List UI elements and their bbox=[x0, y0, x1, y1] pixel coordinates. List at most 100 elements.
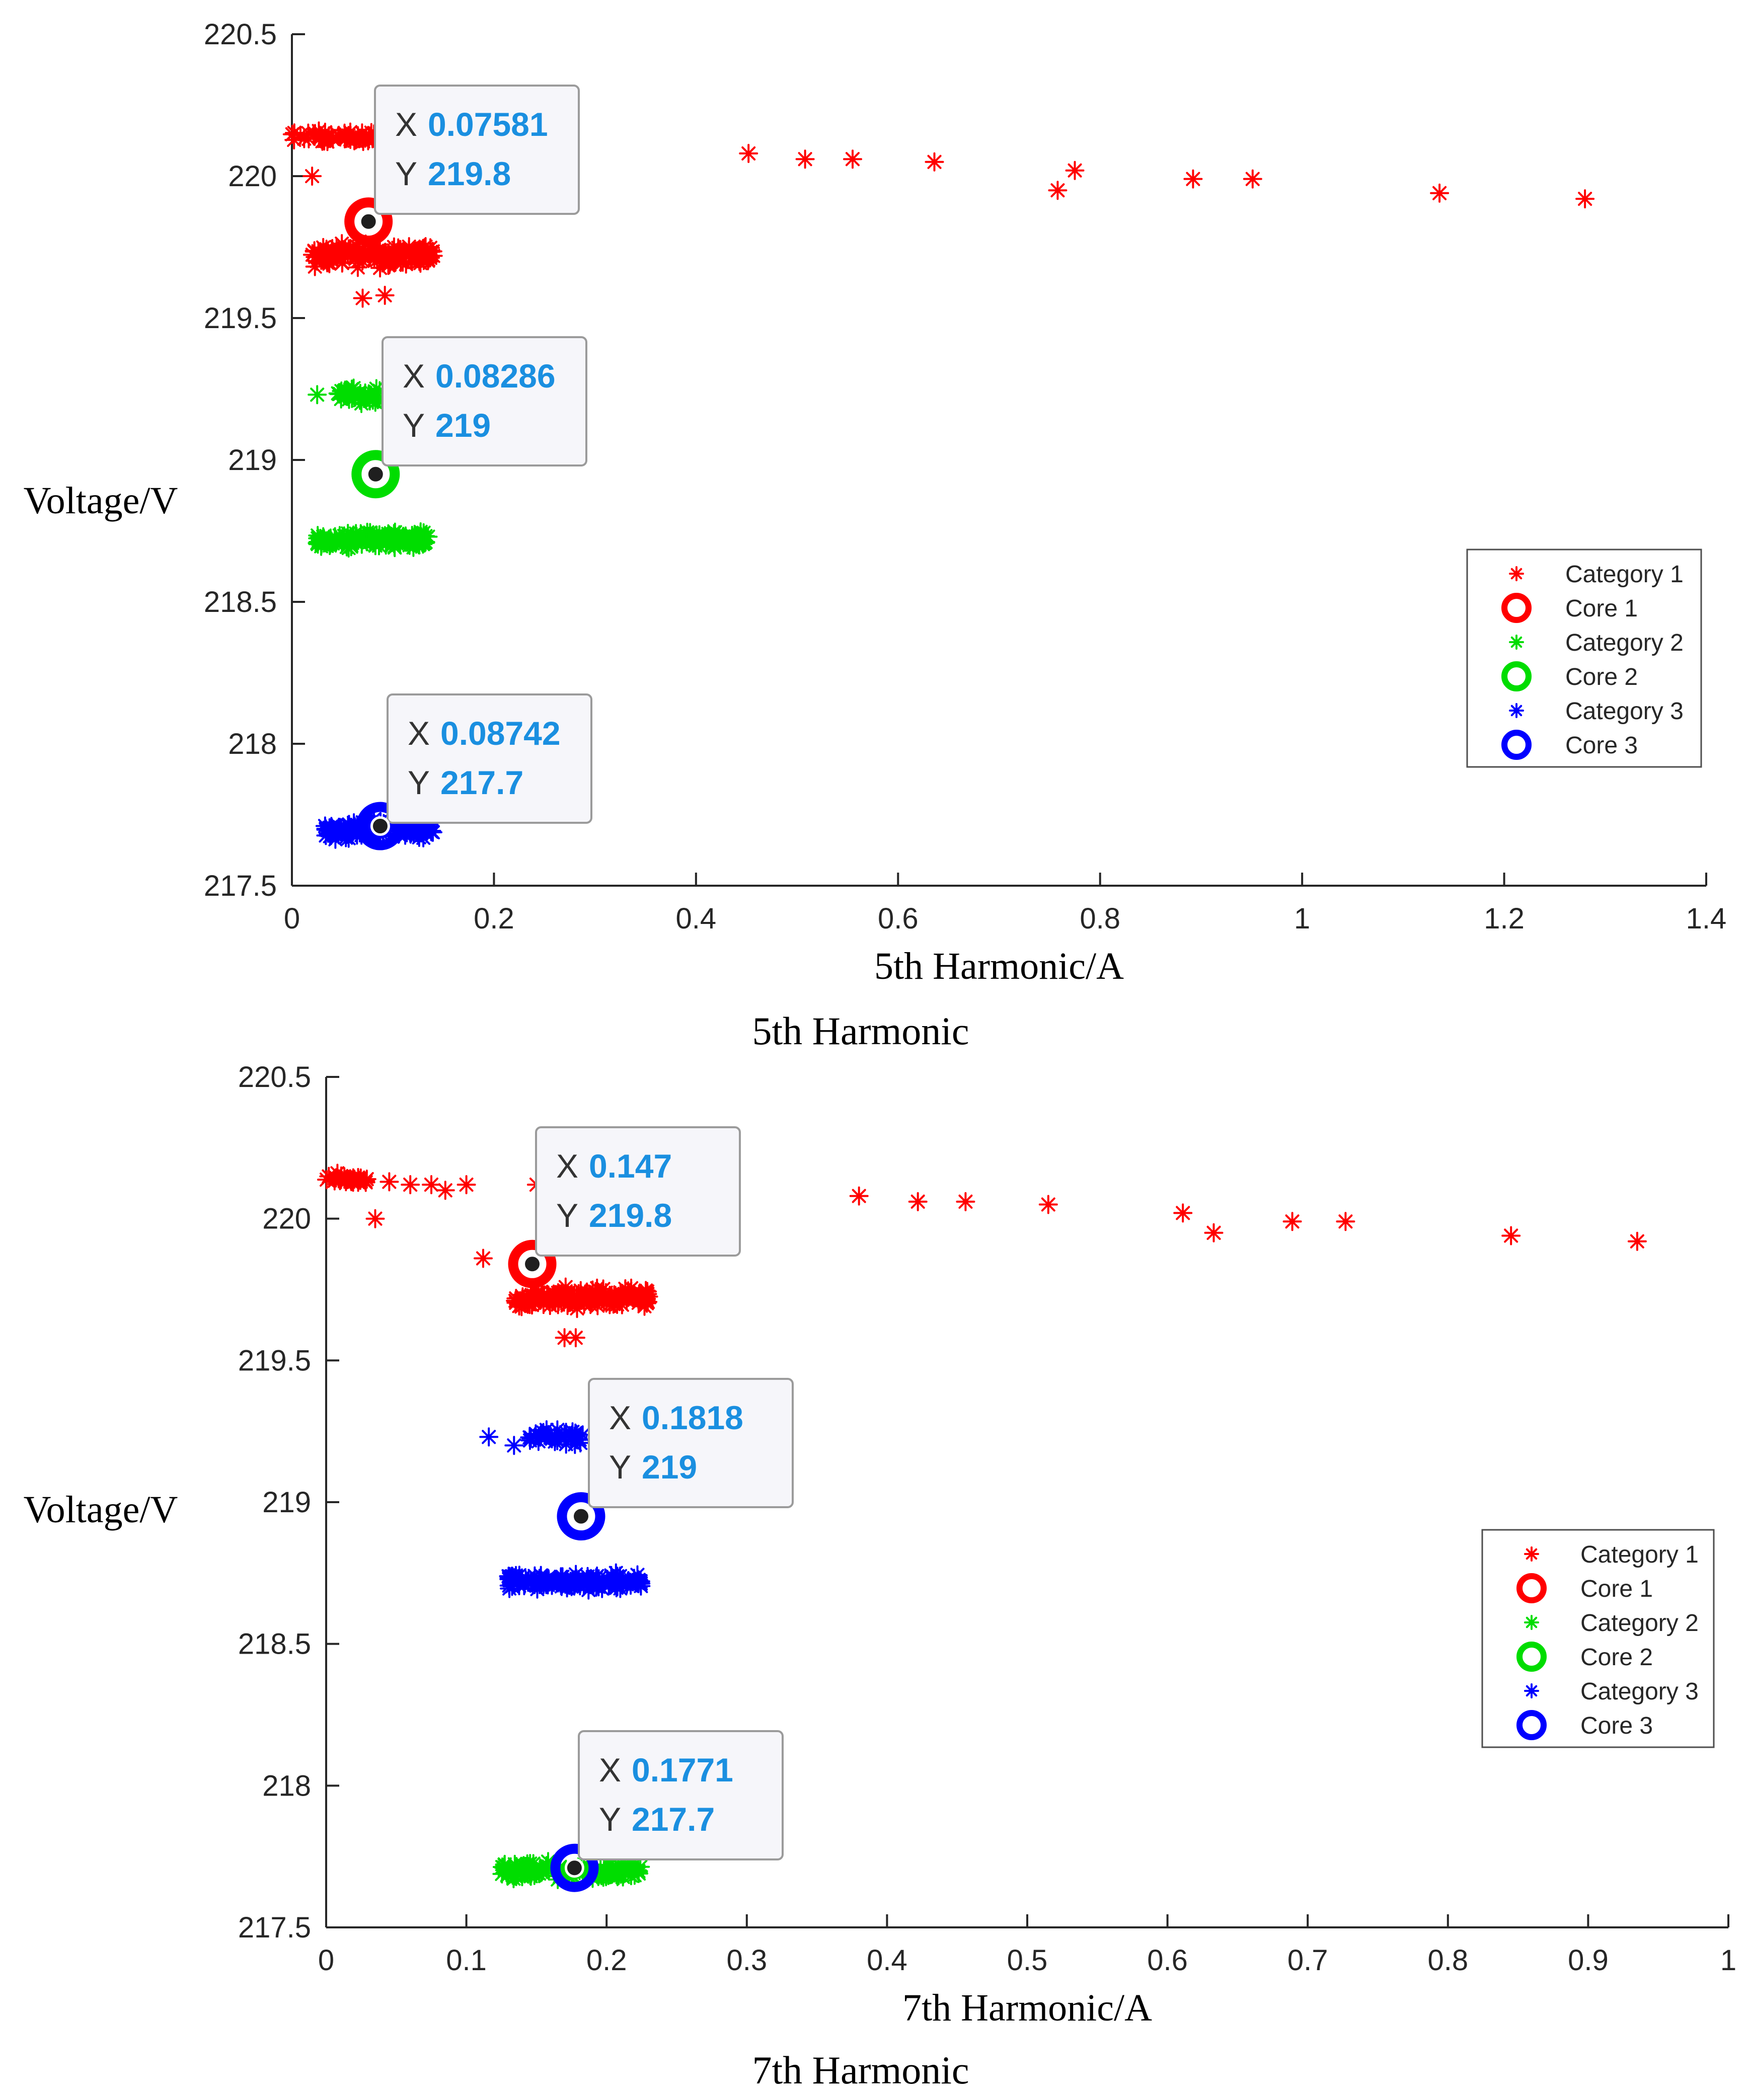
series-core-3 bbox=[550, 1492, 605, 1892]
legend: Category 1 Core 1 Category 2 Core 2 Category… bbox=[1466, 549, 1702, 768]
data-point bbox=[1430, 183, 1450, 203]
datatip-y-label: Y bbox=[395, 155, 417, 192]
datatip-x-label: X bbox=[599, 1751, 621, 1788]
datatip-x-label: X bbox=[556, 1147, 578, 1185]
legend-label: Category 1 bbox=[1580, 1541, 1699, 1568]
data-point bbox=[1243, 169, 1262, 189]
legend-marker bbox=[1524, 1683, 1539, 1698]
data-point bbox=[1065, 161, 1085, 180]
x-tick-label: 0.6 bbox=[878, 902, 919, 935]
data-point bbox=[1204, 1223, 1224, 1242]
datatip-anchor-dot bbox=[370, 816, 390, 836]
data-point bbox=[607, 1567, 627, 1586]
datatip-y-label: Y bbox=[403, 407, 425, 444]
datatip-y-label: Y bbox=[556, 1197, 578, 1234]
data-point bbox=[335, 129, 354, 148]
data-point bbox=[406, 248, 425, 268]
data-point bbox=[534, 1285, 553, 1305]
datatip: X 0.1771 Y 217.7 bbox=[564, 1730, 784, 1878]
datatip-anchor-dot bbox=[365, 464, 386, 484]
data-point bbox=[579, 1289, 598, 1308]
data-point bbox=[587, 1566, 607, 1586]
legend-label: Core 1 bbox=[1565, 595, 1638, 622]
chart-panel-2: 217.5 218 218.5 219 219.5 220 220.5 0 0.1 0.2 0.3 0… bbox=[24, 1061, 1737, 2092]
datatip-y-value: 217.7 bbox=[632, 1801, 715, 1838]
x-tick-label: 0.3 bbox=[726, 1944, 767, 1977]
data-point bbox=[615, 1858, 635, 1878]
data-point bbox=[509, 1576, 529, 1595]
data-point bbox=[401, 1175, 420, 1195]
data-point bbox=[1183, 169, 1203, 189]
data-point bbox=[607, 1867, 627, 1887]
datatip-box bbox=[535, 1126, 741, 1257]
legend-box bbox=[1466, 549, 1702, 768]
datatip-y-label: Y bbox=[408, 764, 430, 801]
data-point bbox=[479, 1427, 499, 1447]
data-point bbox=[302, 167, 322, 186]
data-point bbox=[342, 531, 361, 551]
data-point bbox=[414, 523, 433, 542]
data-point bbox=[360, 126, 379, 146]
datatip: X 0.08742 Y 217.7 bbox=[370, 693, 592, 836]
legend-marker bbox=[1509, 566, 1524, 581]
datatip-box bbox=[387, 693, 592, 824]
data-point bbox=[365, 1209, 385, 1228]
legend-marker bbox=[1509, 703, 1524, 718]
data-point bbox=[1173, 1203, 1193, 1223]
data-point bbox=[629, 1290, 649, 1310]
x-tick-label: 0.8 bbox=[1080, 902, 1120, 935]
legend-marker bbox=[1501, 730, 1532, 760]
data-point bbox=[435, 1181, 455, 1200]
data-point bbox=[339, 828, 358, 848]
data-point bbox=[522, 1295, 542, 1315]
legend-marker bbox=[1509, 635, 1524, 650]
data-point bbox=[600, 1295, 620, 1314]
datatip-y-label: Y bbox=[599, 1801, 621, 1838]
datatip-box bbox=[382, 336, 587, 466]
data-point bbox=[416, 237, 435, 257]
datatip-y-value: 217.7 bbox=[440, 764, 523, 801]
datatip-y-label: Y bbox=[609, 1448, 631, 1486]
x-tick-label: 0 bbox=[284, 902, 300, 935]
x-tick-label: 0.7 bbox=[1287, 1944, 1328, 1977]
data-point bbox=[1038, 1195, 1058, 1214]
datatip-x-value: 0.08286 bbox=[435, 357, 556, 395]
x-tick-label: 0.6 bbox=[1147, 1944, 1188, 1977]
chart-caption: 7th Harmonic bbox=[752, 2048, 969, 2092]
legend-marker bbox=[1524, 1546, 1539, 1562]
datatip: X 0.1818 Y 219 bbox=[571, 1378, 794, 1526]
x-tick-label: 0.9 bbox=[1568, 1944, 1609, 1977]
data-point bbox=[343, 1168, 363, 1188]
chart-panel-1: 217.5 218 218.5 219 219.5 220 220.5 0 0.2 0.4 0.6 0… bbox=[24, 18, 1727, 1053]
data-point bbox=[795, 149, 815, 169]
data-point bbox=[357, 532, 376, 552]
data-point bbox=[843, 149, 862, 169]
datatip-x-value: 0.07581 bbox=[428, 106, 548, 143]
data-point bbox=[504, 1436, 524, 1455]
data-point bbox=[353, 288, 372, 308]
data-point bbox=[528, 1432, 548, 1451]
x-tick-label: 0.5 bbox=[1007, 1944, 1048, 1977]
y-tick-label: 219 bbox=[262, 1486, 311, 1519]
legend-marker bbox=[1516, 1710, 1547, 1740]
data-point bbox=[925, 152, 944, 172]
legend-label: Core 1 bbox=[1580, 1576, 1653, 1602]
y-tick-label: 218 bbox=[262, 1769, 311, 1802]
x-tick-label: 0.2 bbox=[586, 1944, 627, 1977]
y-tick-label: 218.5 bbox=[204, 586, 277, 618]
legend-marker bbox=[1516, 1573, 1547, 1603]
legend-label: Category 3 bbox=[1565, 698, 1684, 725]
series-category-1 bbox=[317, 1163, 1647, 1348]
data-point bbox=[849, 1186, 869, 1206]
series-category-3 bbox=[479, 1420, 651, 1600]
y-tick-label: 220 bbox=[262, 1203, 311, 1235]
data-point bbox=[527, 1570, 547, 1589]
chart-caption: 5th Harmonic bbox=[752, 1009, 969, 1053]
datatip-anchor-dot bbox=[522, 1254, 543, 1274]
core-marker bbox=[344, 197, 393, 246]
data-point bbox=[334, 384, 353, 404]
data-point bbox=[538, 1568, 558, 1588]
y-axis-label: Voltage/V bbox=[24, 1489, 178, 1531]
data-point bbox=[310, 129, 330, 148]
